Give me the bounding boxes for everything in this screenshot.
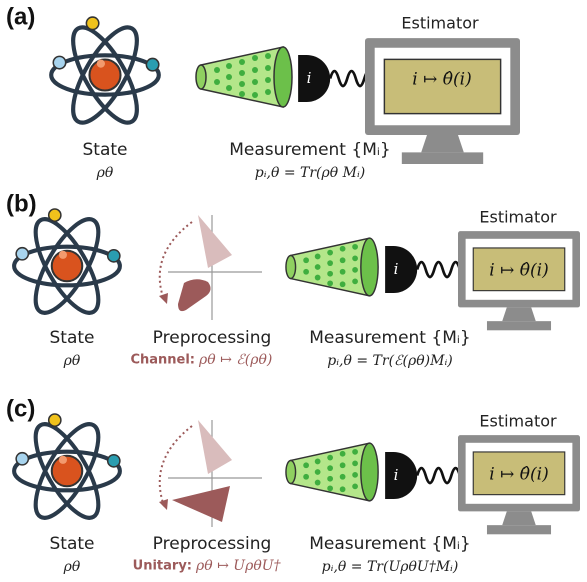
panel-label: (b) — [6, 190, 37, 217]
preprocessing-map: ρθ ↦ ℰ(ρθ) — [198, 352, 272, 368]
panel-b: (b) State ρθ Preprocessing Channel: ρθ ↦… — [6, 190, 580, 369]
preprocessing-label: Preprocessing — [153, 534, 272, 554]
estimator-map: i ↦ θ̂(i) — [489, 465, 548, 485]
measurement-formula: pᵢ,θ = Tr(UρθU†Mᵢ) — [322, 559, 459, 575]
preprocessing-map: ρθ ↦ UρθU† — [195, 558, 282, 574]
panel-a: (a) State ρθ i Estimator i ↦ θ̂(i) Measu… — [6, 3, 520, 181]
atom-icon — [14, 414, 120, 526]
atom-icon — [14, 209, 120, 321]
monitor — [458, 435, 580, 534]
measurement-label: Measurement {Mᵢ} — [309, 534, 470, 554]
estimator-map: i ↦ θ̂(i) — [412, 70, 471, 90]
figure: (a) State ρθ i Estimator i ↦ θ̂(i) Measu… — [0, 0, 587, 582]
estimator-map: i ↦ θ̂(i) — [489, 261, 548, 281]
panel-label: (a) — [6, 3, 35, 30]
measurement-cone — [286, 238, 378, 296]
preprocessing-icon — [159, 420, 262, 527]
detector-label: i — [307, 69, 312, 87]
panel-c: (c) State ρθ Preprocessing Unitary: ρθ ↦… — [6, 395, 580, 575]
state-label: State — [50, 534, 95, 554]
measurement-cone — [196, 47, 292, 107]
atom-icon — [51, 17, 159, 131]
panel-label: (c) — [6, 395, 35, 422]
state-symbol: ρθ — [63, 559, 81, 575]
monitor — [458, 231, 580, 330]
measurement-label: Measurement {Mᵢ} — [229, 140, 390, 160]
estimator-title: Estimator — [479, 208, 557, 227]
state-label: State — [50, 328, 95, 348]
preprocessing-label: Preprocessing — [153, 328, 272, 348]
estimator-title: Estimator — [401, 14, 479, 33]
state-symbol: ρθ — [63, 353, 81, 369]
detector-label: i — [394, 260, 399, 278]
preprocessing-kind: Unitary: — [133, 559, 192, 574]
detector-label: i — [394, 466, 399, 484]
preprocessing-kind: Channel: — [130, 353, 195, 368]
state-label: State — [83, 140, 128, 160]
measurement-label: Measurement {Mᵢ} — [309, 328, 470, 348]
measurement-formula: pᵢ,θ = Tr(ℰ(ρθ)Mᵢ) — [327, 353, 452, 369]
measurement-cone — [286, 443, 378, 501]
state-symbol: ρθ — [96, 165, 114, 181]
measurement-formula: pᵢ,θ = Tr(ρθ Mᵢ) — [255, 165, 366, 181]
preprocessing-icon — [159, 215, 262, 320]
estimator-title: Estimator — [479, 412, 557, 431]
